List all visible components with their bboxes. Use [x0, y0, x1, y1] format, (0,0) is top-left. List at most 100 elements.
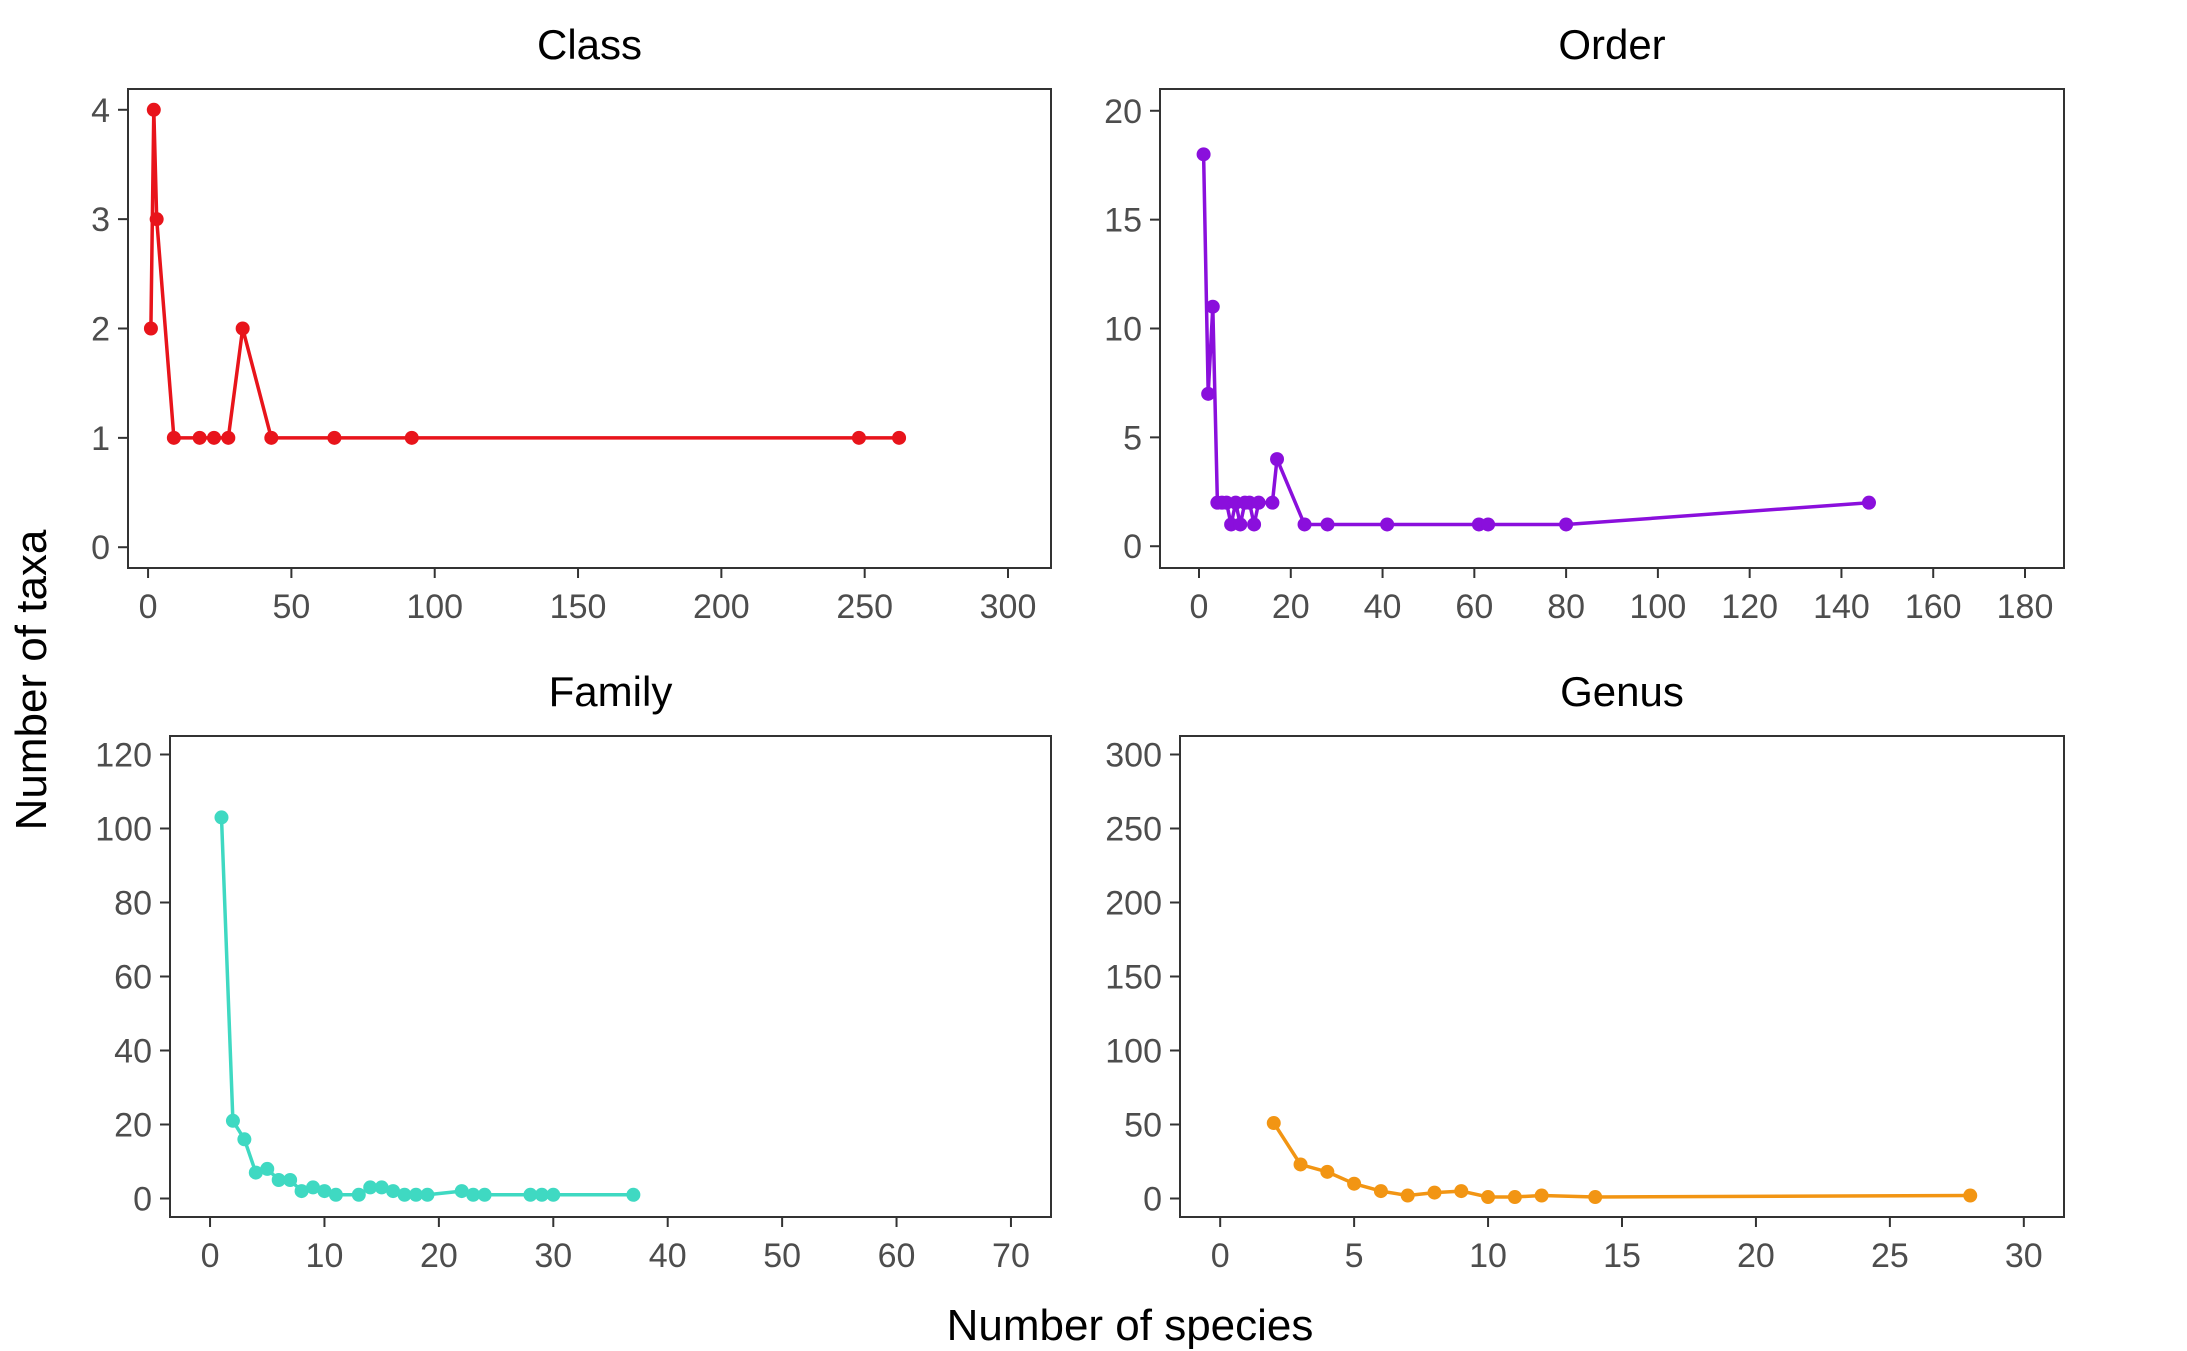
data-point-genus [1400, 1188, 1415, 1203]
panel-family: Family 0 20 40 60 80 100 120 0 10 20 30 40 50 60 70 [95, 668, 1052, 1275]
data-point-class [221, 430, 236, 445]
y-axis-label: Number of taxa [7, 529, 56, 830]
y-tick-label-class: 3 [91, 201, 110, 239]
data-point-class [851, 430, 866, 445]
data-point-family [397, 1187, 412, 1202]
data-point-order [1380, 517, 1395, 532]
data-point-family [477, 1187, 492, 1202]
data-point-order [1205, 299, 1220, 314]
x-tick-label-genus: 15 [1603, 1237, 1641, 1275]
data-point-family [260, 1161, 275, 1176]
x-tick-label-class: 50 [272, 588, 310, 626]
data-point-order [1247, 517, 1262, 532]
data-point-class [149, 212, 164, 227]
y-tick-label-order: 15 [1104, 202, 1142, 240]
panel-order: Order 0 5 10 15 20 0 20 40 60 80 100 120 140 160 180 [1104, 21, 2065, 626]
data-point-family [534, 1187, 549, 1202]
data-point-family [466, 1187, 481, 1202]
data-point-family [328, 1187, 343, 1202]
x-tick-label-class: 150 [550, 588, 607, 626]
data-point-genus [1481, 1190, 1496, 1205]
y-tick-label-genus: 300 [1105, 737, 1162, 775]
data-point-genus [1588, 1190, 1603, 1205]
panel-title-class: Class [537, 21, 642, 68]
x-tick-label-family: 30 [534, 1237, 572, 1275]
data-point-family [363, 1180, 378, 1195]
data-point-genus [1373, 1184, 1388, 1199]
data-point-family [317, 1184, 332, 1199]
data-point-family [374, 1180, 389, 1195]
panel-title-order: Order [1558, 21, 1665, 68]
data-point-order [1320, 517, 1335, 532]
x-tick-label-family: 60 [878, 1237, 916, 1275]
y-tick-label-family: 60 [114, 959, 152, 997]
data-point-order [1233, 517, 1248, 532]
data-point-class [192, 430, 207, 445]
x-tick-label-order: 40 [1364, 588, 1402, 626]
panel-title-family: Family [549, 668, 673, 715]
series-line-family [219, 815, 636, 1197]
y-tick-label-family: 0 [133, 1181, 152, 1219]
data-point-genus [1963, 1188, 1978, 1203]
data-point-genus [1507, 1190, 1522, 1205]
y-tick-label-class: 2 [91, 311, 110, 349]
data-point-genus [1320, 1164, 1335, 1179]
data-point-order [1559, 517, 1574, 532]
x-tick-label-genus: 0 [1211, 1237, 1230, 1275]
x-tick-label-family: 20 [420, 1237, 458, 1275]
y-tick-label-class: 1 [91, 420, 110, 458]
y-tick-label-order: 20 [1104, 93, 1142, 131]
x-tick-label-order: 120 [1721, 588, 1778, 626]
data-point-family [271, 1173, 286, 1187]
x-tick-label-family: 50 [763, 1237, 801, 1275]
panel-border-class [127, 88, 1052, 569]
series-line-order [1201, 152, 1871, 527]
panel-class: Class 0 1 2 3 4 0 50 100 150 200 250 300 [91, 21, 1052, 626]
x-tick-label-genus: 5 [1345, 1237, 1364, 1275]
x-tick-label-order: 20 [1272, 588, 1310, 626]
x-tick-label-genus: 10 [1469, 1237, 1507, 1275]
x-tick-label-class: 250 [836, 588, 893, 626]
x-tick-label-family: 70 [992, 1237, 1030, 1275]
x-tick-label-order: 160 [1905, 588, 1962, 626]
x-tick-label-family: 10 [306, 1237, 344, 1275]
x-tick-label-order: 100 [1630, 588, 1687, 626]
data-point-genus [1454, 1184, 1469, 1199]
data-point-family [225, 1113, 240, 1128]
data-point-order [1251, 495, 1266, 510]
y-tick-label-family: 40 [114, 1033, 152, 1071]
panel-border-order [1159, 88, 2065, 569]
data-point-class [404, 430, 419, 445]
data-point-order [1196, 147, 1211, 162]
x-tick-label-genus: 25 [1871, 1237, 1909, 1275]
x-tick-label-genus: 30 [2005, 1237, 2043, 1275]
data-point-family [283, 1173, 298, 1187]
data-point-family [523, 1187, 538, 1202]
data-point-class [143, 321, 158, 336]
data-point-order [1481, 517, 1496, 532]
data-point-class [166, 430, 181, 445]
data-point-order [1265, 495, 1280, 510]
y-tick-label-order: 0 [1123, 528, 1142, 566]
data-point-order [1270, 452, 1285, 467]
data-point-family [408, 1187, 423, 1202]
data-point-genus [1534, 1188, 1549, 1203]
x-tick-label-order: 180 [1997, 588, 2054, 626]
data-point-class [146, 102, 161, 117]
y-tick-label-class: 4 [91, 92, 110, 130]
x-tick-label-class: 300 [980, 588, 1037, 626]
y-tick-label-class: 0 [91, 529, 110, 567]
data-point-family [351, 1187, 366, 1202]
data-point-order [1861, 495, 1876, 510]
data-point-family [454, 1184, 469, 1199]
y-tick-label-family: 80 [114, 885, 152, 923]
panel-border-genus [1179, 735, 2065, 1218]
data-point-order [1201, 386, 1216, 401]
x-tick-label-order: 140 [1813, 588, 1870, 626]
data-point-genus [1347, 1176, 1362, 1191]
data-point-class [264, 430, 279, 445]
data-point-family [626, 1187, 641, 1202]
series-line-class [149, 108, 901, 440]
x-tick-label-class: 0 [139, 588, 158, 626]
